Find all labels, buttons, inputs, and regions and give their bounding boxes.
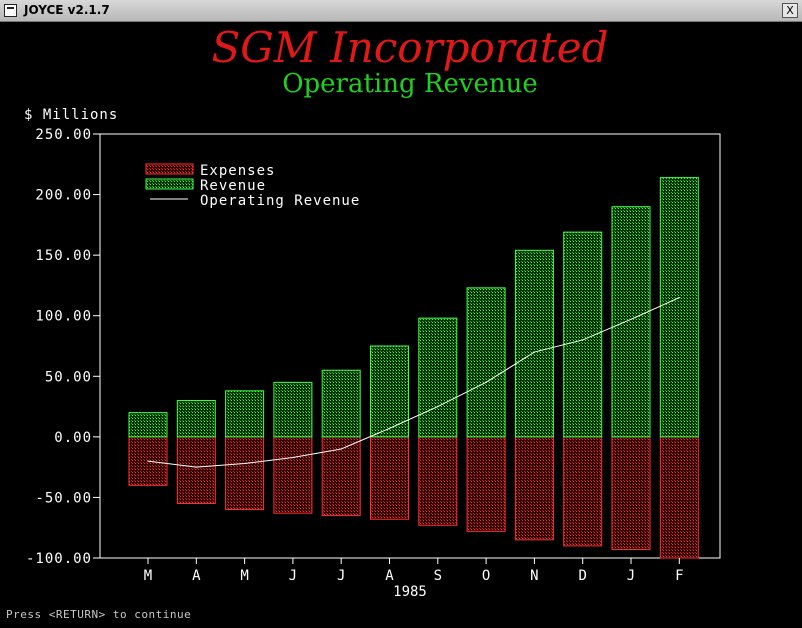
operating-revenue-point [292, 456, 294, 459]
expenses-bar [225, 436, 265, 511]
revenue-bar [225, 390, 265, 438]
legend-swatch-expenses [145, 163, 194, 175]
operating-revenue-point [437, 405, 439, 408]
chart: SGM Incorporated Operating Revenue $ Mil… [24, 23, 721, 600]
y-tick-label: 0.00 [54, 430, 92, 446]
status-prompt: Press <RETURN> to continue [6, 608, 192, 621]
window-title: JOYCE v2.1.7 [24, 3, 110, 17]
revenue-bar [370, 345, 409, 438]
revenue-bar [466, 287, 506, 438]
expenses-bar [466, 436, 506, 532]
expenses-bar [659, 436, 699, 559]
revenue-bar [514, 249, 554, 438]
plot-frame [99, 133, 721, 559]
x-tick-label: D [578, 568, 586, 584]
operating-revenue-point [340, 448, 342, 450]
legend: Expenses Revenue Operating Revenue [145, 163, 360, 209]
expenses-bar [514, 436, 554, 541]
expenses-bar [273, 436, 313, 514]
revenue-bar [273, 381, 313, 438]
y-tick-label: 50.00 [45, 369, 92, 385]
legend-label-expenses: Expenses [200, 163, 275, 179]
x-tick-label: M [144, 568, 152, 584]
revenue-bar [418, 317, 458, 438]
x-tick-label: J [337, 568, 345, 584]
y-tick-label: 100.00 [35, 309, 92, 325]
expenses-bar [563, 436, 603, 547]
y-tick-label: -100.00 [26, 551, 92, 567]
operating-revenue-point [630, 318, 632, 320]
expenses-bar [370, 436, 409, 520]
x-axis-label: 1985 [393, 584, 427, 600]
revenue-bar [128, 412, 168, 438]
expenses-bar [176, 436, 216, 504]
expenses-bar [418, 436, 458, 526]
x-tick-label: O [482, 568, 490, 584]
x-tick-label: S [434, 568, 442, 584]
close-button[interactable]: X [782, 3, 798, 18]
chart-subtitle: Operating Revenue [282, 69, 538, 99]
revenue-bar [659, 177, 699, 438]
operating-revenue-point [678, 296, 680, 299]
app-window-icon[interactable] [4, 4, 17, 17]
operating-revenue-point [582, 339, 584, 341]
revenue-bar [611, 206, 651, 438]
y-tick-label: 150.00 [35, 248, 92, 264]
x-tick-label: N [530, 568, 538, 584]
legend-swatch-revenue [145, 178, 194, 190]
revenue-bar [176, 400, 216, 438]
revenue-bar [321, 369, 361, 438]
x-tick-label: J [289, 568, 297, 584]
legend-label-operating: Operating Revenue [200, 193, 360, 209]
legend-label-revenue: Revenue [200, 178, 266, 194]
operating-revenue-line [147, 297, 680, 468]
expenses-bar [611, 436, 651, 551]
y-tick-label: -50.00 [35, 490, 92, 506]
operating-revenue-point [533, 351, 536, 353]
x-tick-label: J [627, 568, 635, 584]
window-titlebar: JOYCE v2.1.7 X [0, 0, 802, 22]
y-tick-label: 250.00 [35, 127, 92, 143]
chart-title: SGM Incorporated [211, 23, 608, 72]
x-tick-label: F [675, 568, 683, 584]
chart-screen: SGM Incorporated Operating Revenue $ Mil… [0, 22, 802, 624]
operating-revenue-point [147, 460, 149, 462]
x-tick-label: M [240, 568, 248, 584]
operating-revenue-point [388, 427, 391, 429]
x-tick-label: A [385, 568, 394, 584]
x-tick-label: A [192, 568, 201, 584]
y-axis-label: $ Millions [24, 107, 118, 123]
operating-revenue-point [244, 462, 246, 465]
y-tick-label: 200.00 [35, 188, 92, 204]
operating-revenue-point [195, 466, 197, 468]
operating-revenue-point [485, 381, 487, 383]
